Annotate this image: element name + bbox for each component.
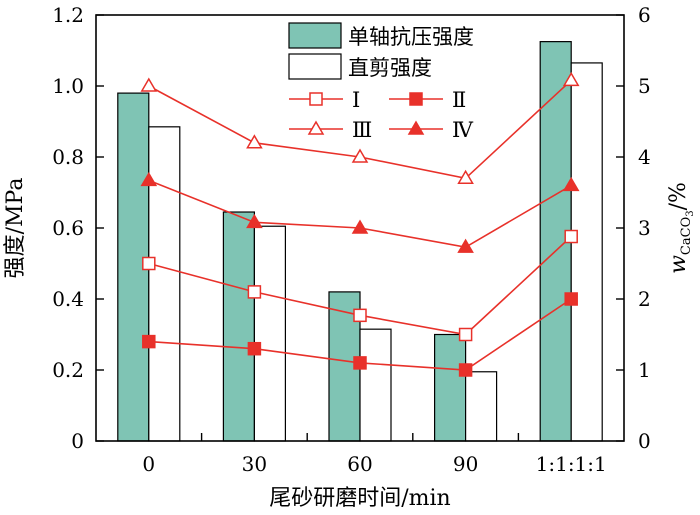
y2-tick-label: 3 — [638, 216, 651, 240]
legend-label-4: Ⅳ — [452, 118, 474, 142]
x-tick-label: 90 — [453, 452, 478, 476]
svg-text:wCaCO3/%: wCaCO3/% — [666, 182, 696, 274]
y-tick-label: 1.2 — [52, 3, 84, 27]
legend-label-ucs: 单轴抗压强度 — [348, 25, 474, 49]
y2-axis-label: wCaCO3/% — [666, 182, 696, 274]
legend-label-shear: 直剪强度 — [348, 56, 432, 80]
y-tick-label: 0 — [71, 429, 84, 453]
bar-shear — [253, 225, 286, 442]
x-tick-label: 0 — [142, 452, 155, 476]
x-tick-label: 1:1:1:1 — [536, 452, 607, 476]
y-tick-label: 0.2 — [52, 358, 84, 382]
series-point-2 — [353, 356, 367, 370]
y2-axis-label-w: w — [666, 255, 691, 274]
series-point-1 — [564, 229, 578, 244]
bar-ucs — [434, 333, 467, 442]
y2-tick-label: 0 — [638, 429, 651, 453]
series-line-4 — [148, 179, 572, 249]
y-tick-label: 0.4 — [52, 287, 84, 311]
series-point-2 — [247, 341, 262, 356]
series-point-3 — [562, 71, 580, 87]
legend-marker-1 — [309, 92, 323, 106]
y-axis-label: 强度/MPa — [3, 178, 28, 279]
series-point-2 — [458, 363, 473, 377]
series-point-1 — [458, 327, 473, 342]
y-tick-label: 1.0 — [52, 74, 84, 98]
series-point-3 — [246, 134, 263, 149]
x-axis-label: 尾砂研磨时间/min — [269, 486, 450, 511]
x-tick-label: 60 — [347, 452, 372, 476]
y-tick-label: 0.6 — [52, 216, 84, 240]
x-tick-label: 30 — [242, 452, 267, 476]
y2-tick-label: 1 — [638, 358, 651, 382]
legend-marker-2 — [409, 92, 423, 106]
series-point-3 — [140, 77, 158, 92]
legend-label-1: Ⅰ — [352, 88, 360, 112]
bar-ucs — [222, 211, 255, 442]
y2-tick-label: 2 — [638, 287, 651, 311]
bar-shear — [570, 62, 603, 442]
series-point-4 — [140, 171, 158, 187]
series-point-2 — [564, 292, 578, 306]
series-point-3 — [351, 148, 369, 163]
legend-swatch-shear — [288, 53, 342, 80]
series-point-1 — [353, 308, 367, 323]
series-point-4 — [562, 176, 580, 192]
y2-axis-label-subsub: 3 — [685, 210, 696, 216]
series-point-1 — [142, 256, 156, 271]
legend: 单轴抗压强度 直剪强度 Ⅰ Ⅱ Ⅲ Ⅳ — [288, 22, 474, 142]
y-tick-label: 0.8 — [52, 145, 84, 169]
bar-shear — [148, 126, 181, 442]
series-point-4 — [351, 219, 369, 234]
series-point-4 — [457, 238, 474, 253]
legend-marker-4 — [407, 120, 425, 135]
legend-label-2: Ⅱ — [452, 88, 466, 112]
y2-tick-label: 5 — [638, 74, 651, 98]
lines-layer — [140, 71, 580, 377]
series-point-1 — [247, 285, 262, 299]
series-point-2 — [142, 334, 156, 349]
y2-axis-label-unit: /% — [666, 182, 691, 210]
y2-tick-label: 4 — [638, 145, 651, 169]
legend-marker-3 — [307, 120, 325, 135]
legend-swatch-ucs — [288, 22, 342, 49]
bar-shear — [359, 328, 392, 442]
legend-label-3: Ⅲ — [352, 118, 372, 142]
series-point-4 — [246, 213, 263, 229]
bar-shear — [465, 371, 498, 442]
y2-tick-label: 6 — [638, 3, 651, 27]
series-point-3 — [457, 169, 474, 185]
y2-axis-label-sub: CaCO — [679, 217, 694, 255]
